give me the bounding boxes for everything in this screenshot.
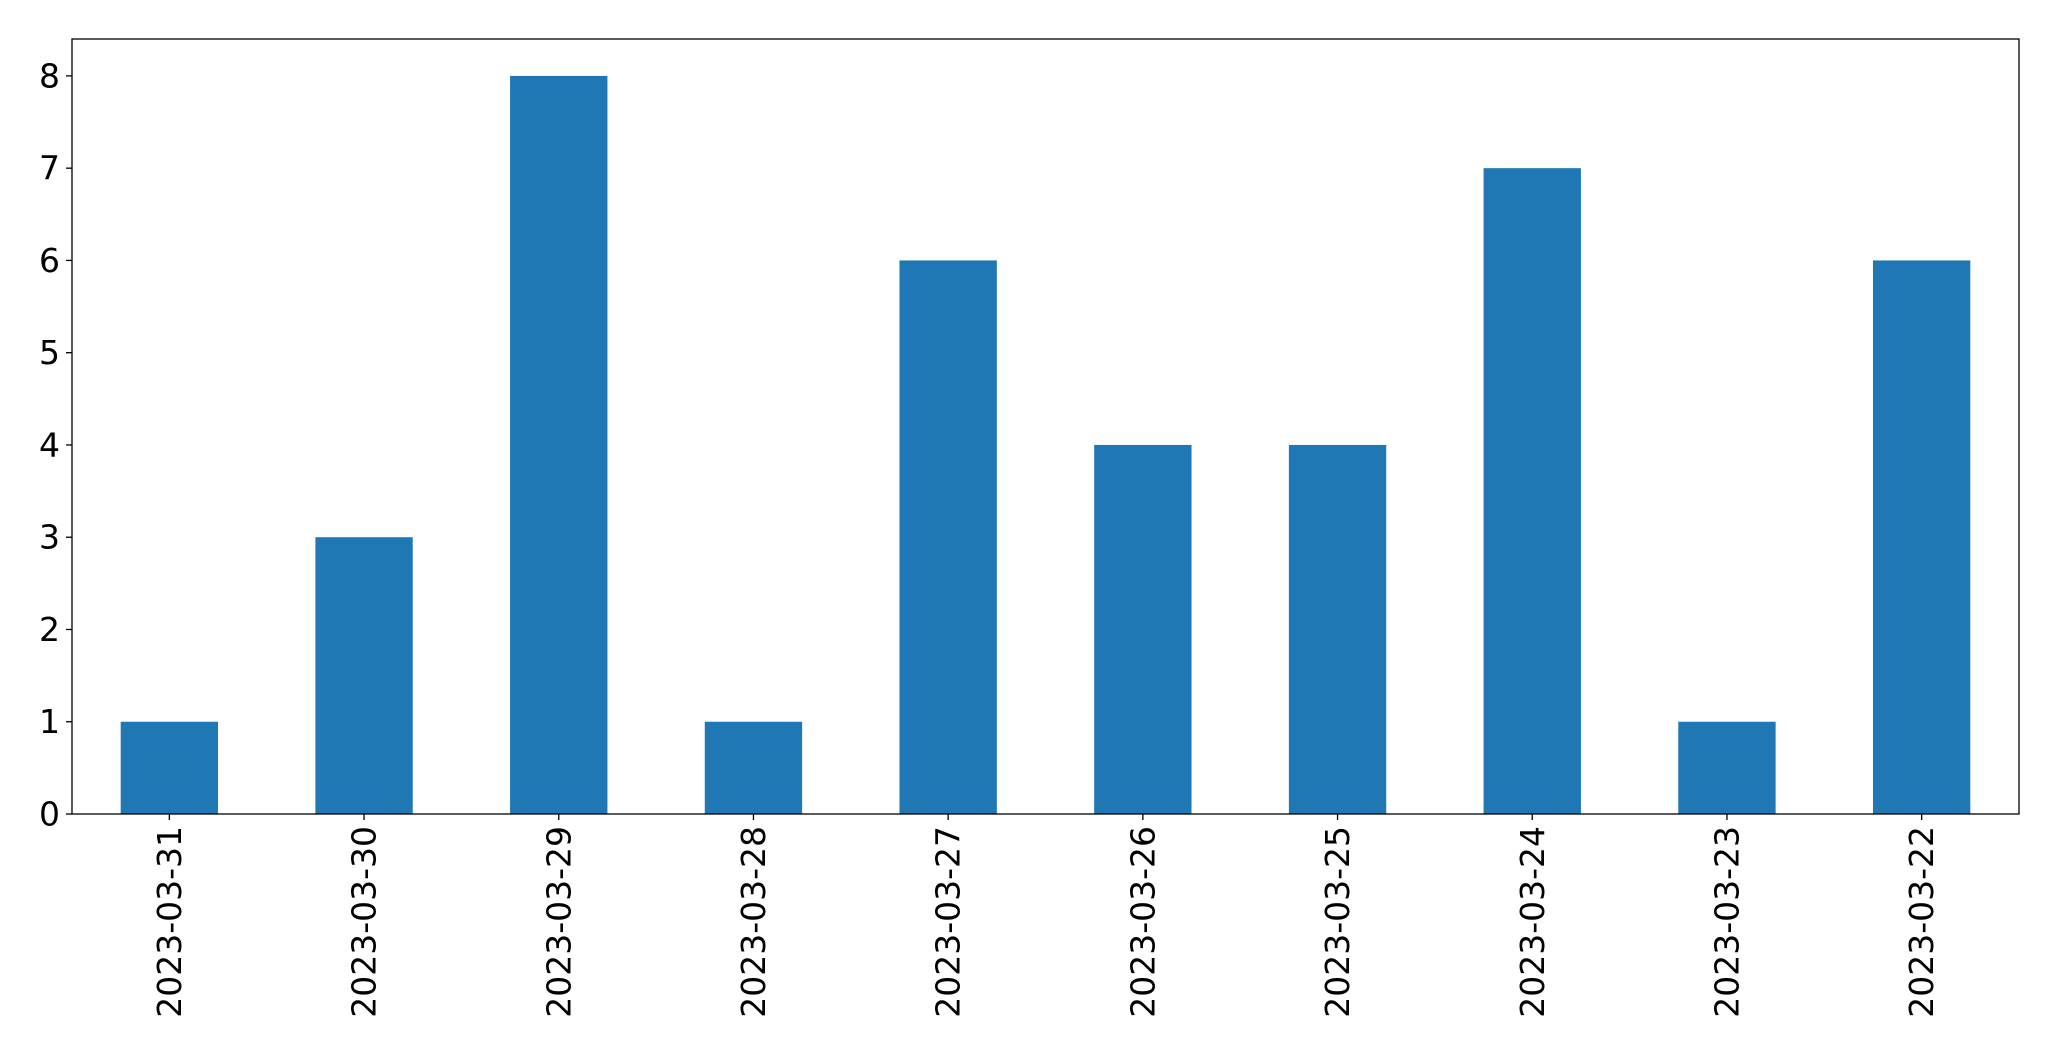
x-tick-label: 2023-03-28 <box>734 826 773 1018</box>
bar <box>1288 444 1387 814</box>
y-tick-label: 8 <box>39 56 60 95</box>
bar <box>1678 721 1776 814</box>
x-tick-label: 2023-03-29 <box>539 826 578 1018</box>
y-tick-label: 2 <box>39 610 60 649</box>
y-tick-label: 4 <box>39 425 60 464</box>
x-tick-label: 2023-03-31 <box>150 826 189 1018</box>
y-tick-label: 1 <box>39 702 60 741</box>
x-tick-label: 2023-03-25 <box>1318 826 1357 1018</box>
bar <box>704 721 803 814</box>
x-tick-label: 2023-03-26 <box>1123 826 1162 1018</box>
y-tick-label: 6 <box>39 241 60 280</box>
bar <box>899 260 997 814</box>
x-tick-label: 2023-03-27 <box>929 826 968 1018</box>
bar <box>510 75 608 814</box>
x-tick-label: 2023-03-22 <box>1902 826 1941 1018</box>
bar <box>120 721 219 814</box>
bar <box>1094 444 1192 814</box>
y-tick-label: 5 <box>39 333 60 372</box>
bar <box>1483 168 1581 814</box>
y-tick-label: 0 <box>39 795 60 834</box>
bar <box>1872 260 1971 814</box>
x-tick-label: 2023-03-24 <box>1513 826 1552 1018</box>
plot-frame <box>71 38 2020 815</box>
bar <box>315 537 413 814</box>
x-tick-label: 2023-03-23 <box>1707 826 1746 1018</box>
x-tick-label: 2023-03-30 <box>345 826 384 1018</box>
y-tick-label: 7 <box>39 149 60 188</box>
y-tick-label: 3 <box>39 518 60 557</box>
